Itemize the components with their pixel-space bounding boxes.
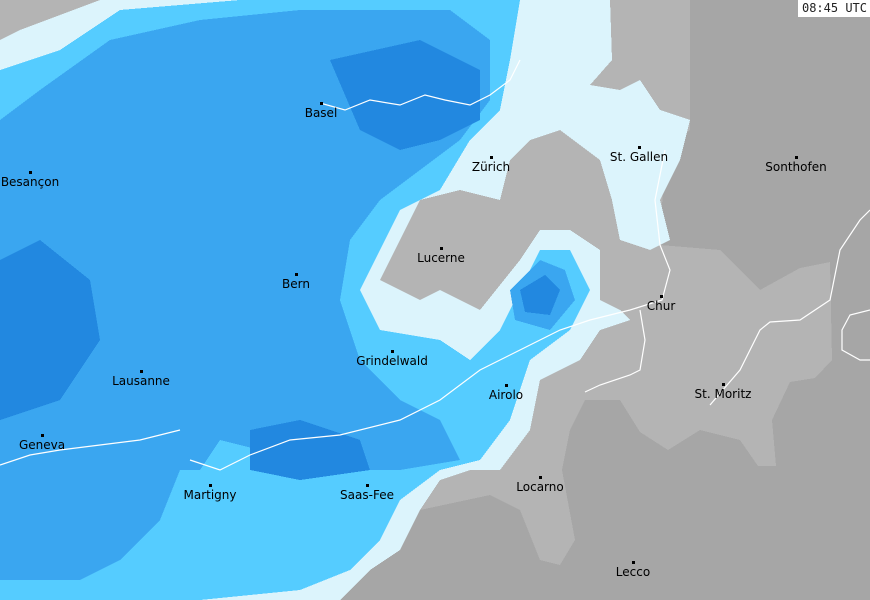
city-dot-grindelwald [391,350,394,353]
precip-very-light-stgallen [615,135,670,245]
precip-heavy [330,40,480,150]
city-dot-besancon [29,171,32,174]
city-label-chur: Chur [646,299,676,313]
city-label-bern: Bern [282,277,310,291]
city-label-st-gallen: St. Gallen [609,150,669,164]
city-dot-st-moritz [722,383,725,386]
city-dot-geneva [41,434,44,437]
city-label-lecco: Lecco [615,565,651,579]
city-dot-st-gallen [638,146,641,149]
precip-heavy-east [520,275,560,315]
city-dot-chur [660,295,663,298]
city-label-martigny: Martigny [183,488,237,502]
city-dot-locarno [539,476,542,479]
border-line [0,429,181,466]
city-dot-lausanne [140,370,143,373]
border-line [189,149,671,471]
timestamp: 08:45 UTC [797,0,870,17]
city-label-lausanne: Lausanne [112,374,170,388]
city-label-grindelwald: Grindelwald [356,354,428,368]
city-dot-sonthofen [795,156,798,159]
city-dot-zurich [490,156,493,159]
precip-moderate [0,10,490,580]
border-line [319,59,521,111]
city-dot-basel [320,102,323,105]
city-label-basel: Basel [304,106,338,120]
precip-heavy-west [0,240,100,420]
city-label-saas-fee: Saas-Fee [340,488,394,502]
city-label-sonthofen: Sonthofen [765,160,827,174]
city-dot-lucerne [440,247,443,250]
city-label-st-moritz: St. Moritz [694,387,752,401]
city-label-lucerne: Lucerne [417,251,465,265]
city-label-besancon: Besançon [0,175,60,189]
city-dot-airolo [505,384,508,387]
city-dot-lecco [632,561,635,564]
city-dot-bern [295,273,298,276]
border-line [709,209,870,406]
city-label-airolo: Airolo [488,388,524,402]
border-line [841,309,870,361]
city-dot-martigny [209,484,212,487]
border-line [584,309,646,393]
city-label-locarno: Locarno [516,480,564,494]
city-label-geneva: Geneva [18,438,66,452]
city-label-zurich: Zürich [471,160,511,174]
city-dot-saas-fee [366,484,369,487]
